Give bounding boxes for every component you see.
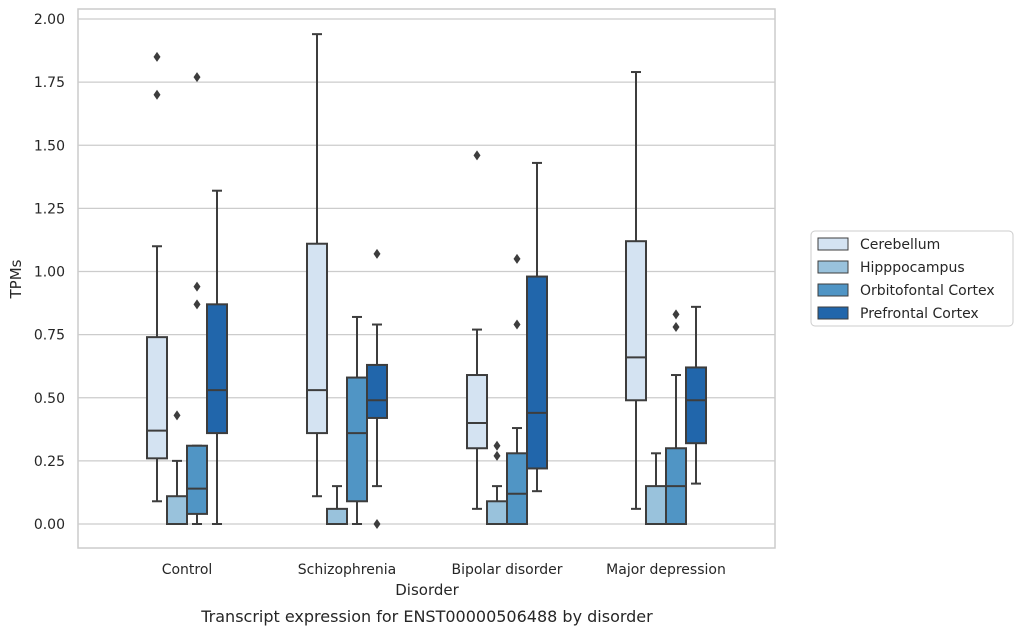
legend-label: Cerebellum bbox=[860, 237, 940, 253]
outlier-point bbox=[473, 150, 481, 161]
y-tick-label: 1.50 bbox=[34, 138, 65, 154]
box-2-0 bbox=[466, 150, 488, 510]
legend-box bbox=[810, 230, 1014, 327]
box-2-1 bbox=[486, 440, 508, 525]
y-axis-title: TPMs bbox=[7, 259, 25, 299]
x-axis-title: Disorder bbox=[395, 581, 459, 599]
box-1-0 bbox=[306, 33, 328, 498]
outlier-point bbox=[672, 309, 680, 320]
box-0-2 bbox=[186, 72, 208, 525]
box-iqr bbox=[625, 240, 647, 402]
box-iqr bbox=[486, 500, 508, 525]
outlier-point bbox=[513, 253, 521, 264]
box-iqr bbox=[506, 452, 528, 525]
legend-swatch bbox=[817, 237, 849, 251]
box-3-3 bbox=[685, 305, 707, 485]
outlier-point bbox=[193, 299, 201, 310]
outlier-point bbox=[513, 319, 521, 330]
box-0-1 bbox=[166, 410, 188, 526]
legend: Cerebellum Hipppocampus Orbitofontal Corte… bbox=[810, 230, 1014, 327]
legend-swatch bbox=[817, 306, 849, 320]
outlier-point bbox=[493, 440, 501, 451]
y-tick-labels: 0.00 0.25 0.50 0.75 1.00 1.25 1.50 1.75 2.00 bbox=[34, 12, 65, 533]
box-0-3 bbox=[206, 189, 228, 525]
box-iqr bbox=[326, 507, 348, 526]
y-tick-label: 1.75 bbox=[34, 75, 65, 91]
outlier-point bbox=[153, 51, 161, 62]
legend-label: Prefrontal Cortex bbox=[860, 306, 979, 322]
box-0-0 bbox=[146, 51, 168, 503]
y-tick-label: 0.75 bbox=[34, 328, 65, 344]
legend-swatch bbox=[817, 283, 849, 297]
y-tick-label: 1.00 bbox=[34, 265, 65, 281]
box-iqr bbox=[366, 363, 388, 419]
box-2-2 bbox=[506, 253, 528, 525]
chart-caption: Transcript expression for ENST0000050648… bbox=[200, 607, 653, 626]
legend-label: Orbitofontal Cortex bbox=[860, 283, 995, 299]
box-iqr bbox=[146, 336, 168, 460]
x-tick-label: Control bbox=[162, 562, 213, 578]
x-tick-labels: Control Schizophrenia Bipolar disorder Majo… bbox=[162, 562, 726, 578]
box-3-1 bbox=[645, 452, 667, 525]
box-3-0 bbox=[625, 71, 647, 510]
box-iqr bbox=[346, 376, 368, 503]
outlier-point bbox=[373, 519, 381, 529]
box-1-3 bbox=[366, 248, 388, 529]
y-tick-label: 1.25 bbox=[34, 201, 65, 217]
legend-label: Hipppocampus bbox=[860, 260, 965, 276]
box-3-2 bbox=[665, 309, 687, 525]
outlier-point bbox=[493, 450, 501, 461]
plot-border bbox=[77, 8, 776, 549]
box-iqr bbox=[186, 444, 208, 515]
box-1-1 bbox=[326, 485, 348, 526]
outlier-point bbox=[153, 89, 161, 100]
x-tick-label: Major depression bbox=[606, 562, 726, 578]
y-tick-label: 0.50 bbox=[34, 391, 65, 407]
y-tick-label: 0.25 bbox=[34, 454, 65, 470]
outlier-point bbox=[373, 248, 381, 259]
box-iqr bbox=[685, 366, 707, 445]
outlier-point bbox=[193, 281, 201, 292]
legend-swatch bbox=[817, 260, 849, 274]
x-tick-label: Bipolar disorder bbox=[451, 562, 562, 578]
y-tick-label: 0.00 bbox=[34, 517, 65, 533]
boxes bbox=[146, 33, 707, 529]
box-1-2 bbox=[346, 315, 368, 525]
outlier-point bbox=[672, 322, 680, 333]
outlier-point bbox=[193, 72, 201, 83]
box-iqr bbox=[206, 303, 228, 435]
box-iqr bbox=[466, 374, 488, 450]
box-2-3 bbox=[526, 161, 548, 493]
box-iqr bbox=[166, 495, 188, 526]
box-iqr bbox=[526, 275, 548, 470]
box-iqr bbox=[645, 485, 667, 525]
outlier-point bbox=[173, 410, 181, 421]
box-iqr bbox=[306, 242, 328, 435]
x-tick-label: Schizophrenia bbox=[298, 562, 396, 578]
plot-frame bbox=[77, 8, 776, 549]
y-tick-label: 2.00 bbox=[34, 12, 65, 28]
